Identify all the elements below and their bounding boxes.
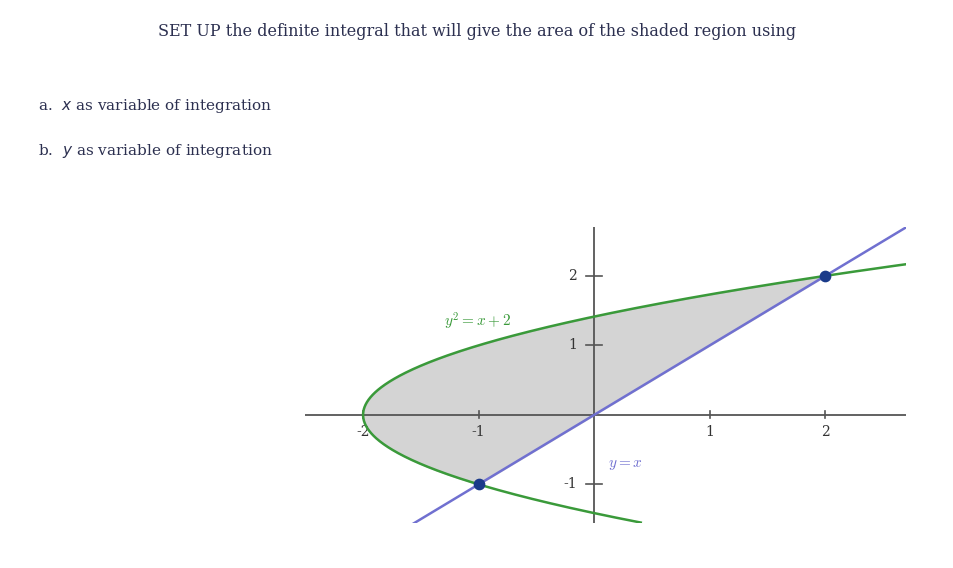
Text: 1: 1 bbox=[704, 425, 714, 439]
Text: -2: -2 bbox=[356, 425, 370, 439]
Text: $y = x$: $y = x$ bbox=[607, 458, 642, 472]
Text: $y^2 = x + 2$: $y^2 = x + 2$ bbox=[443, 311, 510, 332]
Point bbox=[817, 272, 832, 281]
Text: 2: 2 bbox=[821, 425, 829, 439]
Point bbox=[471, 480, 486, 489]
Text: b.  $y$ as variable of integration: b. $y$ as variable of integration bbox=[38, 142, 273, 160]
Text: -1: -1 bbox=[472, 425, 485, 439]
Text: 1: 1 bbox=[567, 339, 577, 352]
Text: 2: 2 bbox=[568, 269, 577, 283]
Text: a.  $x$ as variable of integration: a. $x$ as variable of integration bbox=[38, 97, 272, 115]
Text: SET UP the definite integral that will give the area of the shaded region using: SET UP the definite integral that will g… bbox=[158, 23, 795, 40]
Text: -1: -1 bbox=[562, 477, 577, 491]
